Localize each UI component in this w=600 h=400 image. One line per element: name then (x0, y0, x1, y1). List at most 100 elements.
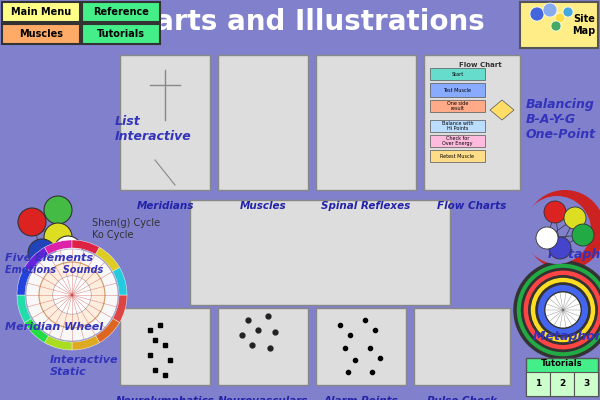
Circle shape (522, 269, 600, 351)
Wedge shape (72, 240, 100, 254)
Text: Muscles: Muscles (19, 29, 63, 39)
Text: Start: Start (451, 72, 464, 76)
Wedge shape (72, 336, 100, 350)
Text: Shen(g) Cycle: Shen(g) Cycle (92, 218, 160, 228)
Bar (317, 56, 415, 189)
Bar (415, 309, 509, 384)
Circle shape (39, 262, 105, 328)
Circle shape (564, 207, 586, 229)
Bar (82, 24, 160, 44)
Text: Ko Cycle: Ko Cycle (92, 230, 133, 240)
Bar (550, 372, 574, 396)
Text: Retest Muscle: Retest Muscle (440, 154, 475, 158)
Circle shape (54, 236, 82, 264)
Text: 3: 3 (583, 380, 589, 388)
Text: Test Muscle: Test Muscle (443, 88, 472, 92)
Circle shape (536, 227, 558, 249)
Text: Meridian Wheel: Meridian Wheel (5, 322, 103, 332)
Bar (120, 308, 210, 385)
Circle shape (523, 196, 591, 264)
Text: Meridians: Meridians (136, 201, 194, 211)
Wedge shape (44, 336, 72, 350)
Bar (424, 55, 520, 190)
Text: Tutorials: Tutorials (541, 360, 583, 368)
Bar (414, 308, 510, 385)
Bar (2, 24, 80, 44)
Text: Interactive: Interactive (115, 130, 192, 143)
Text: Five Elements: Five Elements (5, 253, 93, 263)
Text: Tutorials: Tutorials (97, 29, 145, 39)
Bar (82, 2, 160, 22)
Bar (430, 83, 485, 97)
Bar (316, 308, 406, 385)
Bar (574, 372, 598, 396)
Wedge shape (25, 247, 49, 272)
Circle shape (515, 262, 600, 358)
Bar (121, 309, 209, 384)
Wedge shape (17, 295, 31, 322)
Bar (526, 372, 550, 396)
Circle shape (572, 224, 594, 246)
Text: Charts and Illustrations: Charts and Illustrations (115, 8, 485, 36)
Circle shape (536, 284, 589, 336)
Circle shape (28, 239, 56, 267)
Wedge shape (113, 295, 127, 322)
Text: Neurovasculars: Neurovasculars (218, 396, 308, 400)
Wedge shape (113, 268, 127, 295)
Bar (430, 100, 485, 112)
Bar (430, 120, 485, 132)
Text: 2: 2 (559, 380, 565, 388)
Text: Emotions  Sounds: Emotions Sounds (5, 265, 103, 275)
Text: Muscles: Muscles (239, 201, 286, 211)
Bar (317, 309, 405, 384)
Text: List: List (115, 115, 141, 128)
Wedge shape (17, 268, 31, 295)
Bar (219, 309, 307, 384)
Circle shape (551, 21, 561, 31)
Text: Check for
Over Energy: Check for Over Energy (442, 136, 473, 146)
Circle shape (18, 208, 46, 236)
Text: One-Point: One-Point (526, 128, 596, 141)
Text: Flow Chart: Flow Chart (458, 62, 502, 68)
Text: Reference: Reference (93, 7, 149, 17)
Text: Interactive: Interactive (50, 355, 119, 365)
Circle shape (529, 276, 596, 344)
Text: Neurolymphatics: Neurolymphatics (116, 396, 214, 400)
Bar (430, 150, 485, 162)
Wedge shape (95, 318, 119, 343)
Circle shape (53, 276, 91, 314)
Circle shape (555, 13, 565, 23)
Bar (430, 135, 485, 147)
Bar (2, 2, 80, 22)
Polygon shape (490, 100, 514, 120)
Text: Alarm Points: Alarm Points (323, 396, 398, 400)
Circle shape (44, 196, 72, 224)
Bar (121, 56, 209, 189)
Text: Balance with
Hi Points: Balance with Hi Points (442, 121, 473, 131)
Bar (218, 308, 308, 385)
Circle shape (26, 249, 118, 341)
Text: Spinal Reflexes: Spinal Reflexes (322, 201, 410, 211)
Circle shape (544, 201, 566, 223)
Bar (430, 68, 485, 80)
Bar (219, 56, 307, 189)
Circle shape (563, 7, 573, 17)
Circle shape (525, 190, 600, 270)
Circle shape (44, 223, 72, 251)
Bar (190, 200, 450, 305)
Wedge shape (44, 240, 72, 254)
Wedge shape (95, 247, 119, 272)
Text: Balancing: Balancing (526, 98, 595, 111)
Text: Static: Static (50, 367, 87, 377)
Circle shape (549, 237, 571, 259)
Bar (316, 55, 416, 190)
Bar (526, 358, 598, 396)
Circle shape (545, 292, 581, 328)
Text: Site
Map: Site Map (572, 14, 596, 36)
Bar (218, 55, 308, 190)
Bar (520, 2, 598, 48)
Text: B-A-Y-G: B-A-Y-G (526, 113, 576, 126)
Circle shape (543, 3, 557, 17)
Text: 1: 1 (535, 380, 541, 388)
Circle shape (530, 7, 544, 21)
